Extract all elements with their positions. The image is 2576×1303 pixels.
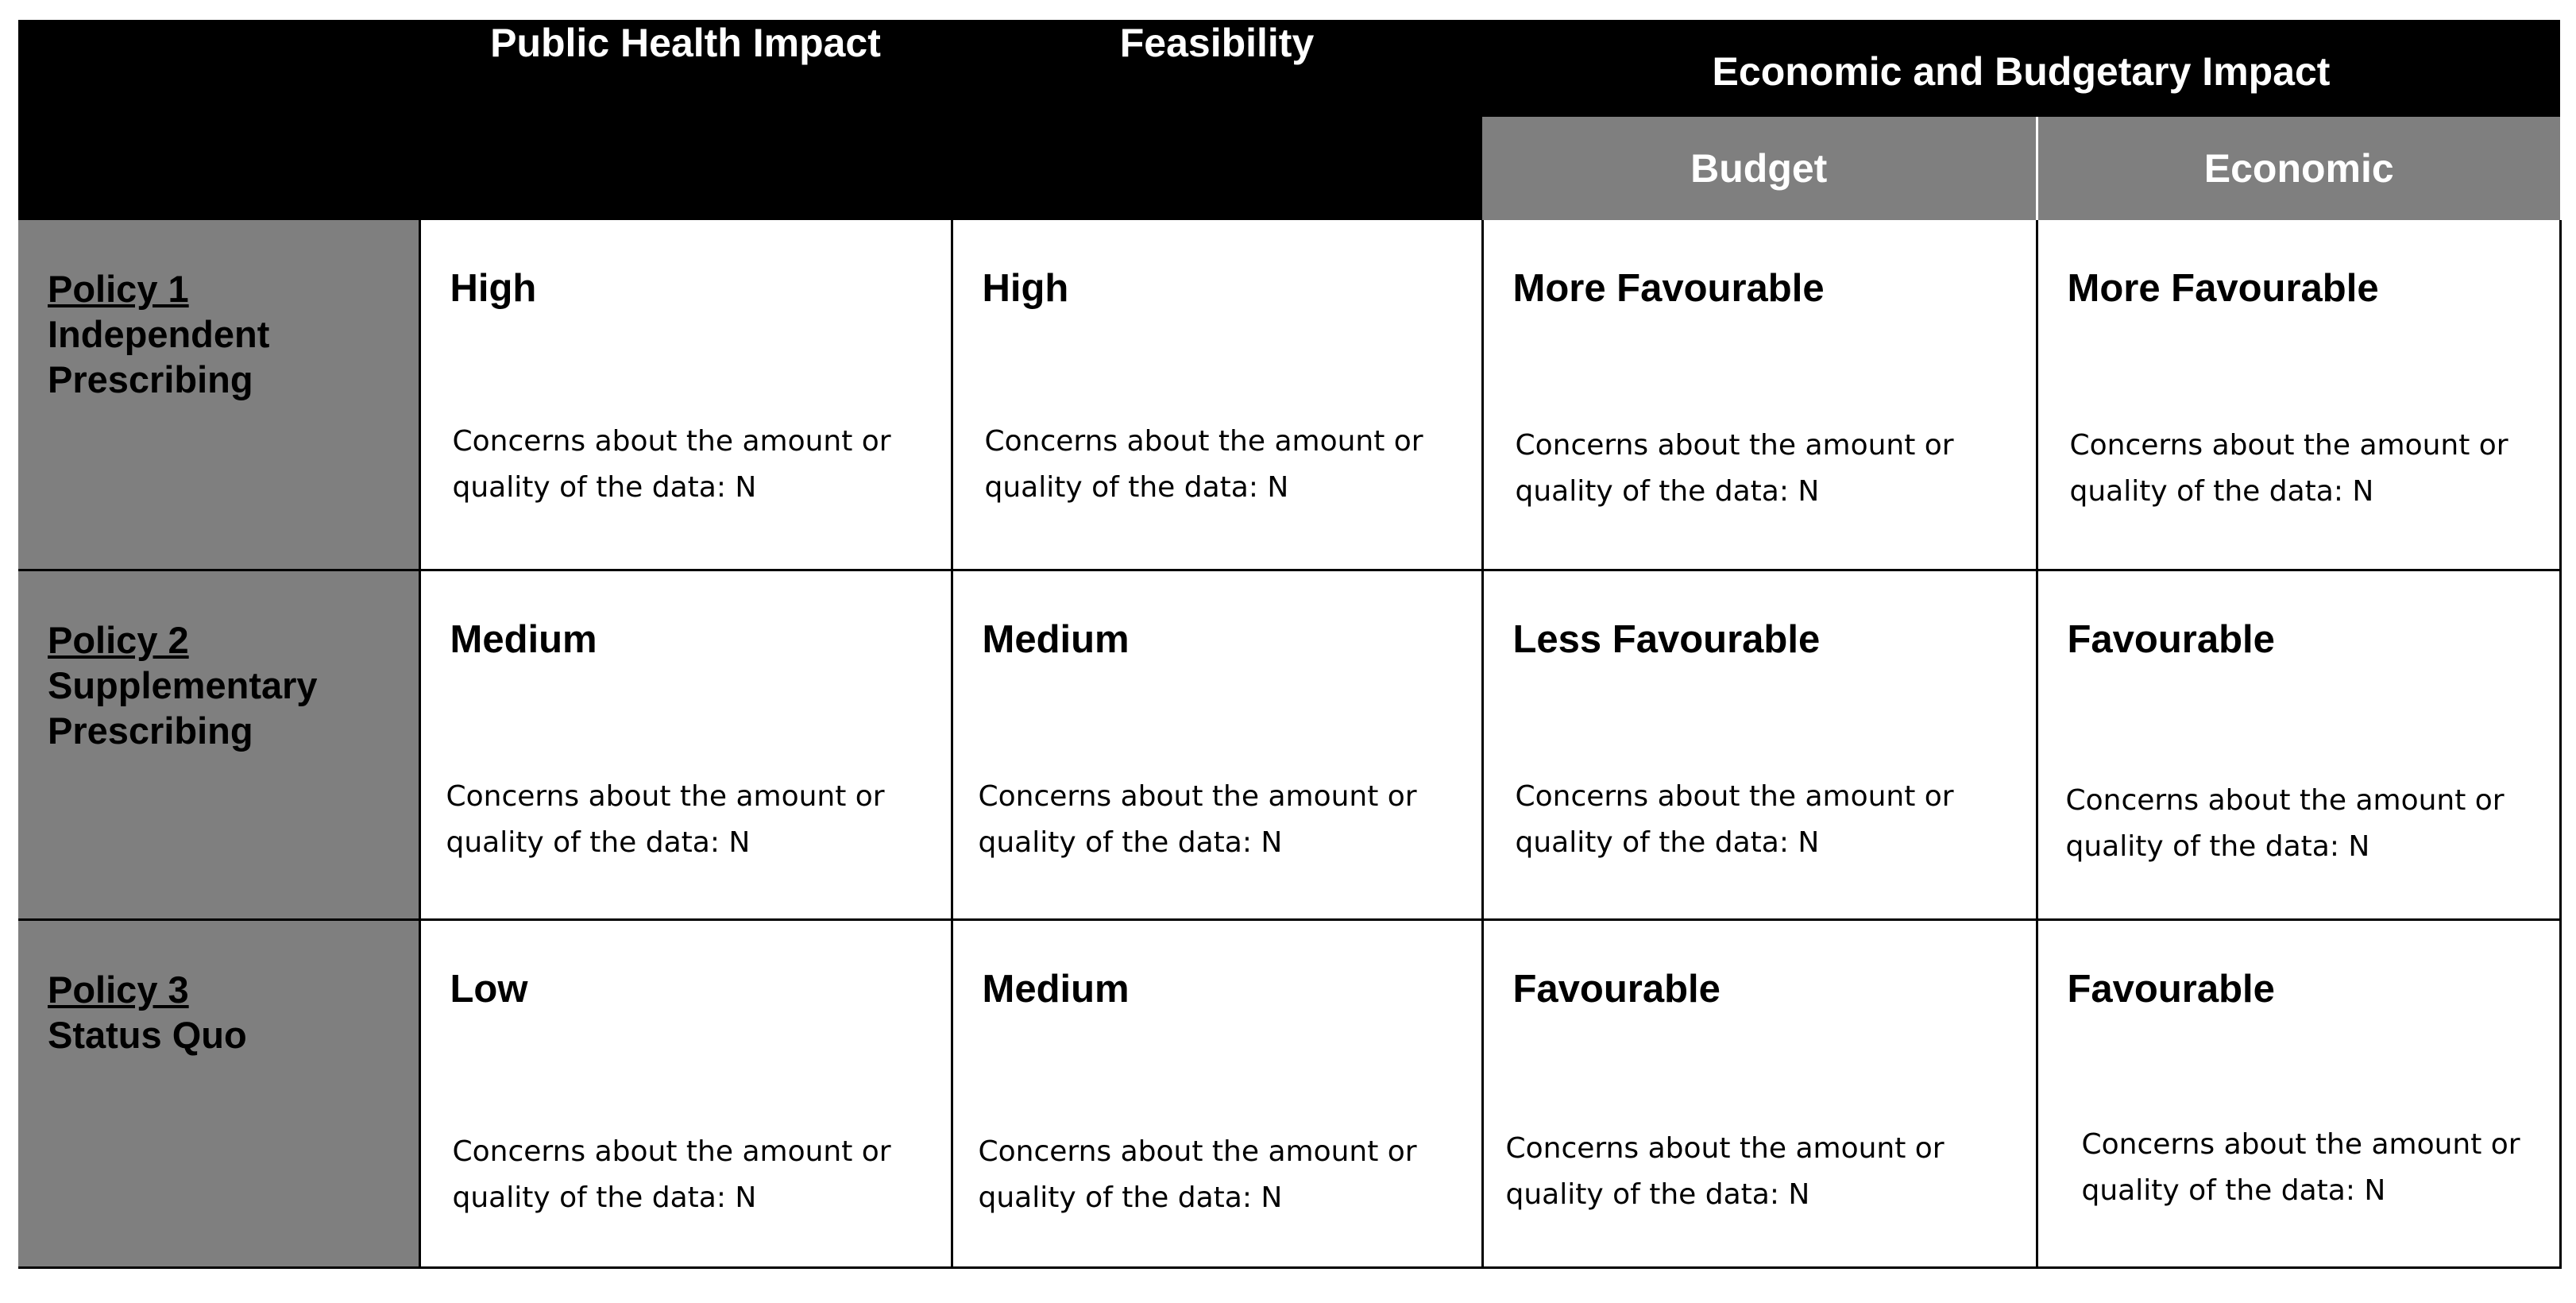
data-concern-note: Concerns about the amount or quality of …: [453, 1129, 929, 1221]
header-public-health: Public Health Impact: [419, 20, 952, 220]
cell-economic: Favourable Concerns about the amount or …: [2035, 570, 2562, 921]
rating-budget: Favourable: [1512, 967, 1721, 1011]
concern-line-1: Concerns about the amount or: [978, 779, 1417, 813]
subheader-budget-label: Budget: [1690, 146, 1828, 191]
header-corner-cell: [18, 20, 419, 220]
header-feasibility: Feasibility: [952, 20, 1482, 220]
header-row: Public Health Impact Feasibility Economi…: [18, 20, 2560, 220]
data-concern-note: Concerns about the amount or quality of …: [979, 1129, 1455, 1221]
data-concern-note: Concerns about the amount or quality of …: [985, 419, 1462, 511]
cell-budget: More Favourable Concerns about the amoun…: [1481, 220, 2037, 571]
cell-feasibility: High Concerns about the amount or qualit…: [950, 220, 1482, 571]
data-concern-note: Concerns about the amount or quality of …: [453, 419, 929, 511]
rating-economic: More Favourable: [2067, 267, 2379, 310]
policy-number: Policy 1: [48, 268, 189, 310]
concern-line-2: quality of the data: N: [452, 1181, 757, 1214]
concern-line-2: quality of the data: N: [452, 471, 757, 504]
rating-economic: Favourable: [2067, 617, 2275, 661]
rating-public-health: High: [450, 267, 537, 310]
concern-line-2: quality of the data: N: [978, 825, 1283, 859]
policy-label-cell: Policy 1 Independent Prescribing: [18, 220, 419, 571]
data-concern-note: Concerns about the amount or quality of …: [979, 774, 1455, 866]
data-concern-note: Concerns about the amount or quality of …: [446, 774, 923, 866]
concern-line-2: quality of the data: N: [1515, 825, 1820, 859]
cell-economic: More Favourable Concerns about the amoun…: [2035, 220, 2562, 571]
cell-feasibility: Medium Concerns about the amount or qual…: [950, 919, 1482, 1269]
concern-line-2: quality of the data: N: [1515, 475, 1820, 508]
data-concern-note: Concerns about the amount or quality of …: [1506, 1126, 1983, 1218]
cell-budget: Favourable Concerns about the amount or …: [1481, 919, 2037, 1269]
rating-public-health: Medium: [450, 617, 597, 661]
concern-line-2: quality of the data: N: [978, 1181, 1283, 1214]
rating-feasibility: Medium: [982, 967, 1130, 1011]
data-concern-note: Concerns about the amount or quality of …: [2070, 423, 2547, 515]
data-concern-note: Concerns about the amount or quality of …: [1516, 774, 1992, 866]
policy-row-2: Policy 2 Supplementary Prescribing Mediu…: [18, 570, 2562, 921]
concern-line-1: Concerns about the amount or: [446, 779, 885, 813]
policy-name-line: Supplementary: [48, 663, 318, 706]
concern-line-2: quality of the data: N: [2065, 829, 2370, 863]
policy-name-line: Status Quo: [48, 1013, 247, 1056]
concern-line-1: Concerns about the amount or: [452, 1135, 891, 1168]
header-public-health-label: Public Health Impact: [490, 21, 881, 65]
cell-economic: Favourable Concerns about the amount or …: [2035, 919, 2562, 1269]
rating-budget: Less Favourable: [1512, 617, 1821, 661]
subheader-economic: Economic: [2035, 117, 2560, 220]
policy-comparison-table: Public Health Impact Feasibility Economi…: [18, 20, 2562, 1269]
rating-economic: Favourable: [2067, 967, 2275, 1011]
concern-line-1: Concerns about the amount or: [984, 425, 1423, 458]
policy-number: Policy 3: [48, 968, 189, 1011]
policy-name-line: Independent: [48, 313, 270, 355]
subheader-budget: Budget: [1482, 117, 2037, 220]
concern-line-1: Concerns about the amount or: [452, 425, 891, 458]
concern-line-2: quality of the data: N: [446, 825, 751, 859]
cell-budget: Less Favourable Concerns about the amoun…: [1481, 570, 2037, 921]
policy-name-line: Prescribing: [48, 709, 253, 752]
concern-line-2: quality of the data: N: [2081, 1173, 2386, 1207]
data-concern-note: Concerns about the amount or quality of …: [1516, 423, 1992, 515]
header-economic-budgetary-label: Economic and Budgetary Impact: [1712, 49, 2331, 94]
cell-feasibility: Medium Concerns about the amount or qual…: [950, 570, 1482, 921]
rating-feasibility: High: [982, 267, 1069, 310]
policy-label-cell: Policy 2 Supplementary Prescribing: [18, 570, 419, 921]
policy-row-3: Policy 3 Status Quo Low Concerns about t…: [18, 919, 2562, 1269]
concern-line-1: Concerns about the amount or: [1515, 429, 1954, 462]
rating-feasibility: Medium: [982, 617, 1130, 661]
concern-line-2: quality of the data: N: [2069, 475, 2374, 508]
subheader-economic-label: Economic: [2203, 146, 2394, 191]
cell-public-health: High Concerns about the amount or qualit…: [418, 220, 952, 571]
cell-public-health: Low Concerns about the amount or quality…: [418, 919, 952, 1269]
header-economic-budgetary: Economic and Budgetary Impact: [1482, 20, 2560, 117]
rating-public-health: Low: [450, 967, 528, 1011]
policy-number: Policy 2: [48, 618, 189, 661]
data-concern-note: Concerns about the amount or quality of …: [2082, 1122, 2559, 1214]
policy-label-cell: Policy 3 Status Quo: [18, 919, 419, 1269]
concern-line-1: Concerns about the amount or: [2065, 783, 2505, 817]
concern-line-1: Concerns about the amount or: [2069, 429, 2508, 462]
concern-line-2: quality of the data: N: [1505, 1177, 1810, 1211]
concern-line-2: quality of the data: N: [984, 471, 1289, 504]
concern-line-1: Concerns about the amount or: [978, 1135, 1417, 1168]
concern-line-1: Concerns about the amount or: [2081, 1127, 2520, 1161]
header-feasibility-label: Feasibility: [1119, 21, 1315, 65]
concern-line-1: Concerns about the amount or: [1505, 1131, 1945, 1165]
concern-line-1: Concerns about the amount or: [1515, 779, 1954, 813]
data-concern-note: Concerns about the amount or quality of …: [2066, 778, 2543, 870]
policy-row-1: Policy 1 Independent Prescribing High Co…: [18, 220, 2562, 571]
policy-name-line: Prescribing: [48, 358, 253, 400]
rating-budget: More Favourable: [1512, 267, 1825, 310]
cell-public-health: Medium Concerns about the amount or qual…: [418, 570, 952, 921]
subheader-row: Budget Economic: [18, 117, 2560, 220]
